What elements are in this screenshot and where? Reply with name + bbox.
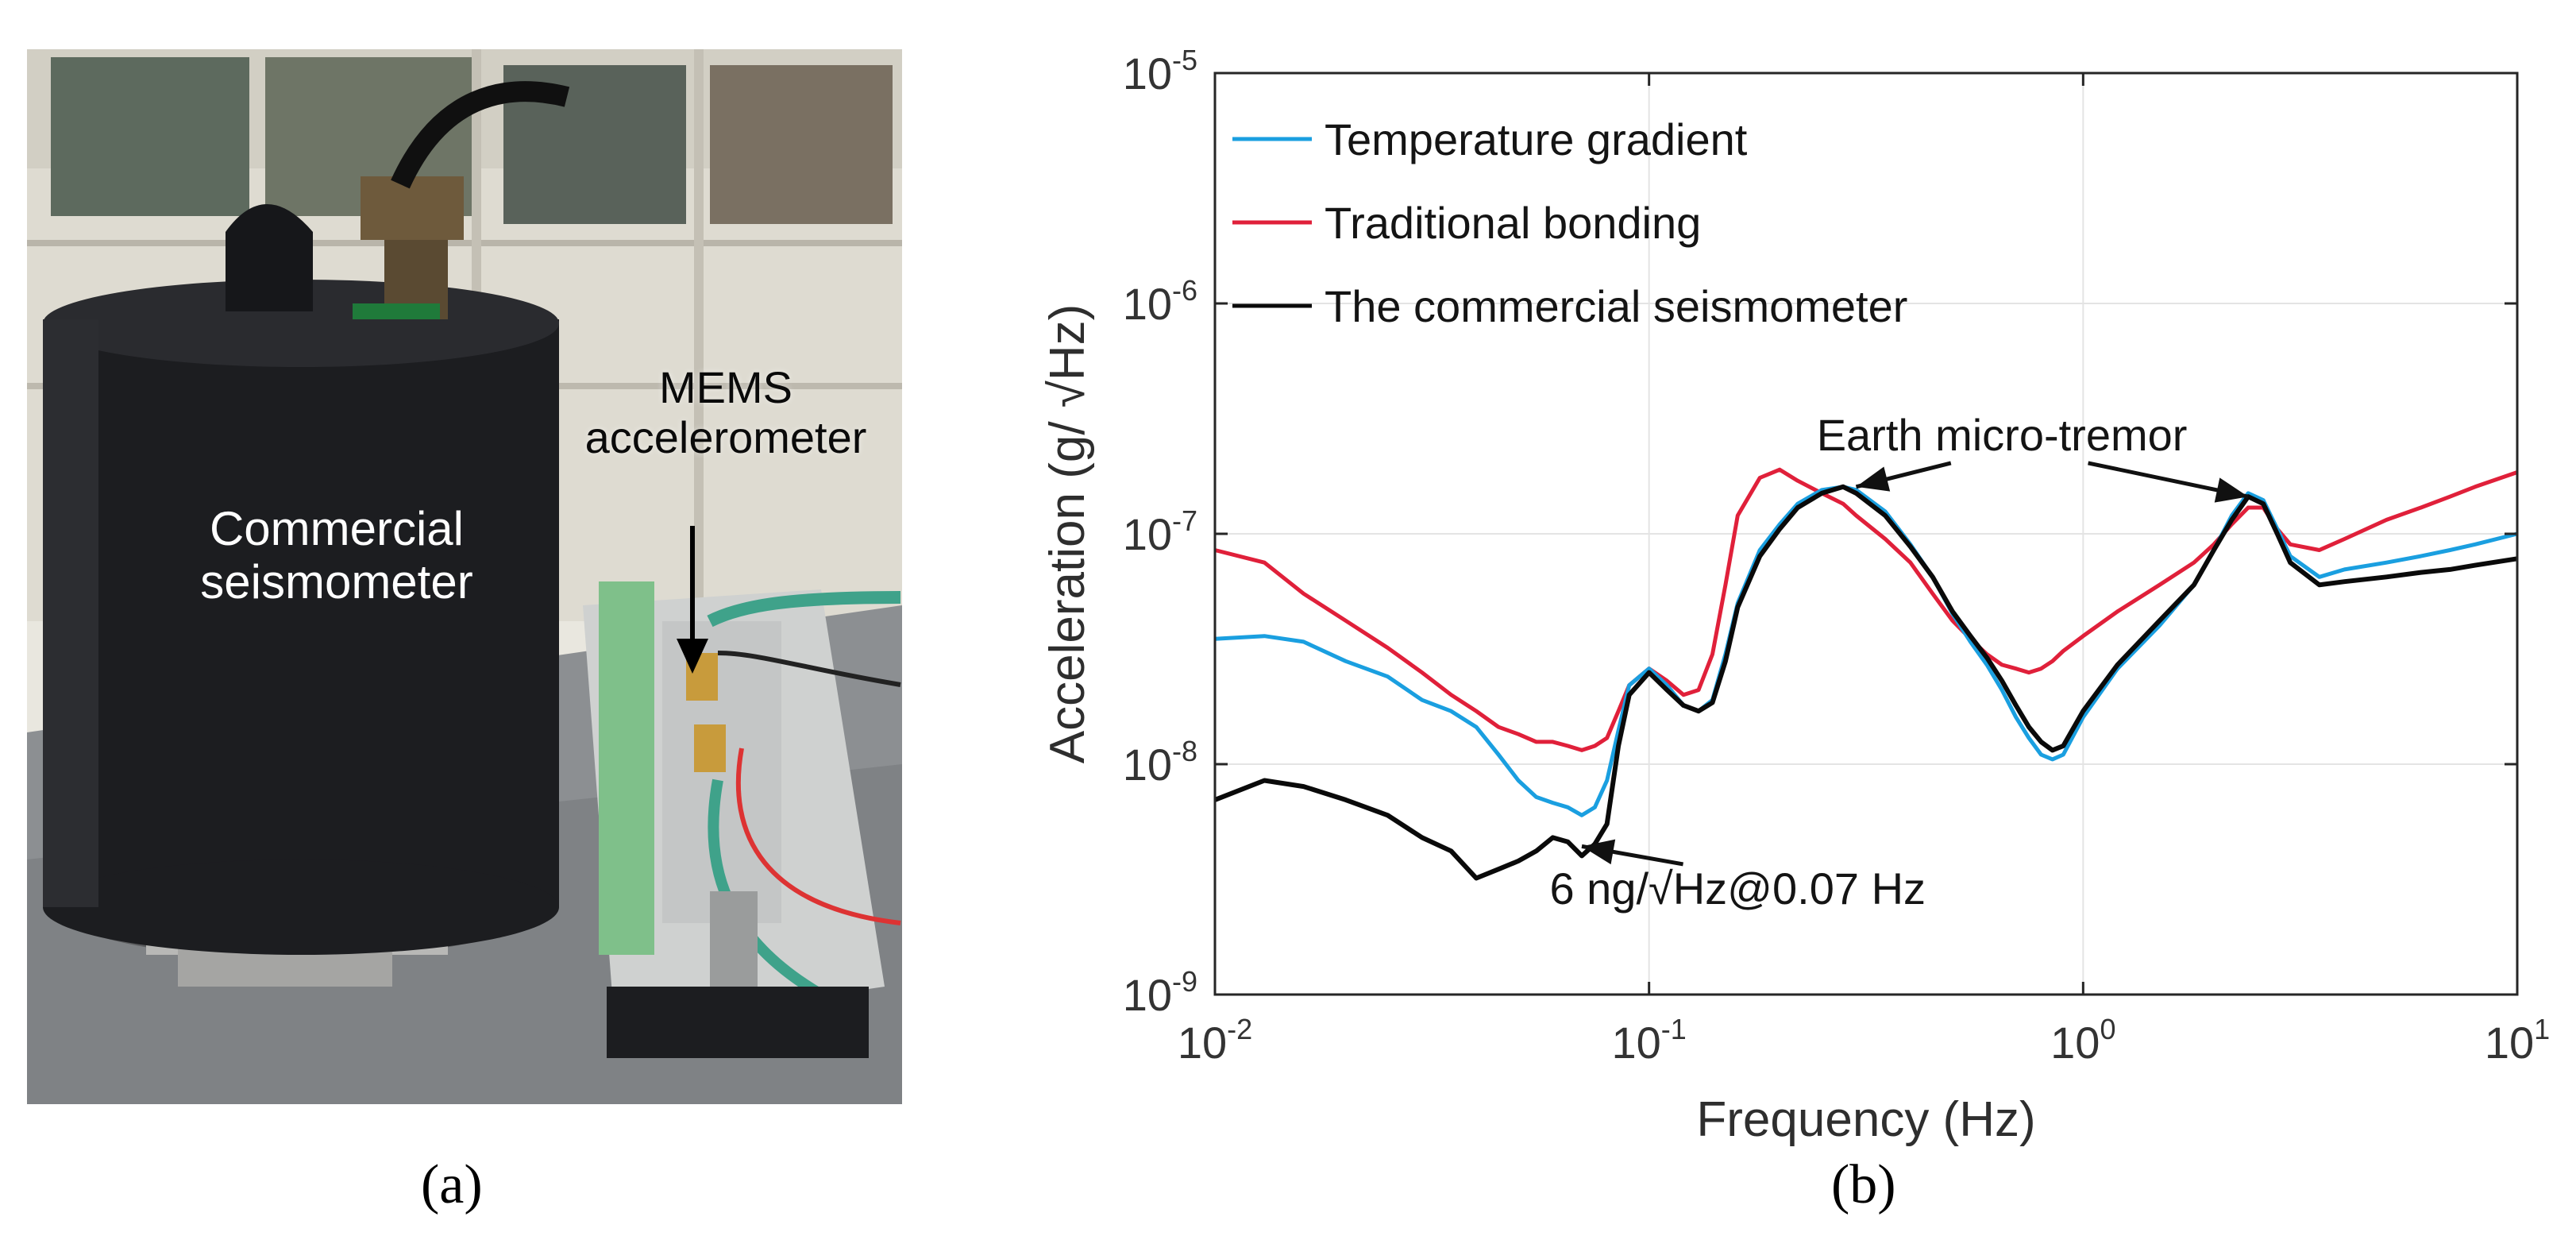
x-tick-label: 10-2: [1178, 1013, 1252, 1068]
caption-a: (a): [421, 1154, 483, 1215]
series-layer: [1213, 467, 2518, 881]
legend-label-traditional-bonding: Traditional bonding: [1325, 198, 1701, 248]
annotation-arrowhead: [2214, 477, 2249, 503]
mems-accelerometer-label: MEMS accelerometer: [584, 362, 867, 462]
setup-photo-illustration: [27, 49, 902, 1104]
y-tick-label: 10-8: [1123, 735, 1197, 790]
annotation-earth-micro-tremor: Earth micro-tremor: [1817, 410, 2188, 460]
x-tick-labels: 10-2 10-1 100 101: [1178, 1013, 2550, 1068]
y-tick-label: 10-6: [1123, 274, 1197, 329]
annotation-noise-floor: 6 ng/√Hz@0.07 Hz: [1549, 863, 1926, 914]
annotation-arrowhead: [1856, 466, 1891, 492]
y-axis-label: Acceleration (g/ √Hz): [1040, 304, 1095, 763]
y-tick-labels: 10-9 10-8 10-7 10-6 10-5: [1123, 44, 1197, 1020]
x-tick-label: 100: [2050, 1013, 2115, 1068]
y-tick-label: 10-5: [1123, 44, 1197, 99]
setup-photo: Commercial seismometer MEMS acceleromete…: [27, 49, 902, 1104]
caption-b: (b): [1831, 1154, 1896, 1215]
seismometer-label: Commercial seismometer: [200, 502, 473, 609]
y-tick-label: 10-7: [1123, 504, 1197, 559]
x-tick-label: 10-1: [1612, 1013, 1687, 1068]
axis-ticks: [1213, 71, 2519, 996]
legend-label-commercial-seismometer: The commercial seismometer: [1325, 281, 1907, 331]
y-tick-label: 10-9: [1123, 965, 1197, 1020]
annotations: Earth micro-tremor 6 ng/√Hz@0.07 Hz: [1549, 410, 2249, 914]
annotation-arrowhead: [1581, 839, 1616, 865]
series-traditional-bonding: [1214, 467, 2518, 752]
mems-pointer-arrow: [677, 526, 708, 674]
x-axis-label: Frequency (Hz): [1696, 1092, 2035, 1147]
legend-label-temperature-gradient: Temperature gradient: [1325, 114, 1748, 164]
series-commercial-seismometer: [1213, 484, 2518, 881]
legend: Temperature gradient Traditional bonding…: [1232, 114, 1907, 331]
x-tick-label: 101: [2485, 1013, 2550, 1068]
